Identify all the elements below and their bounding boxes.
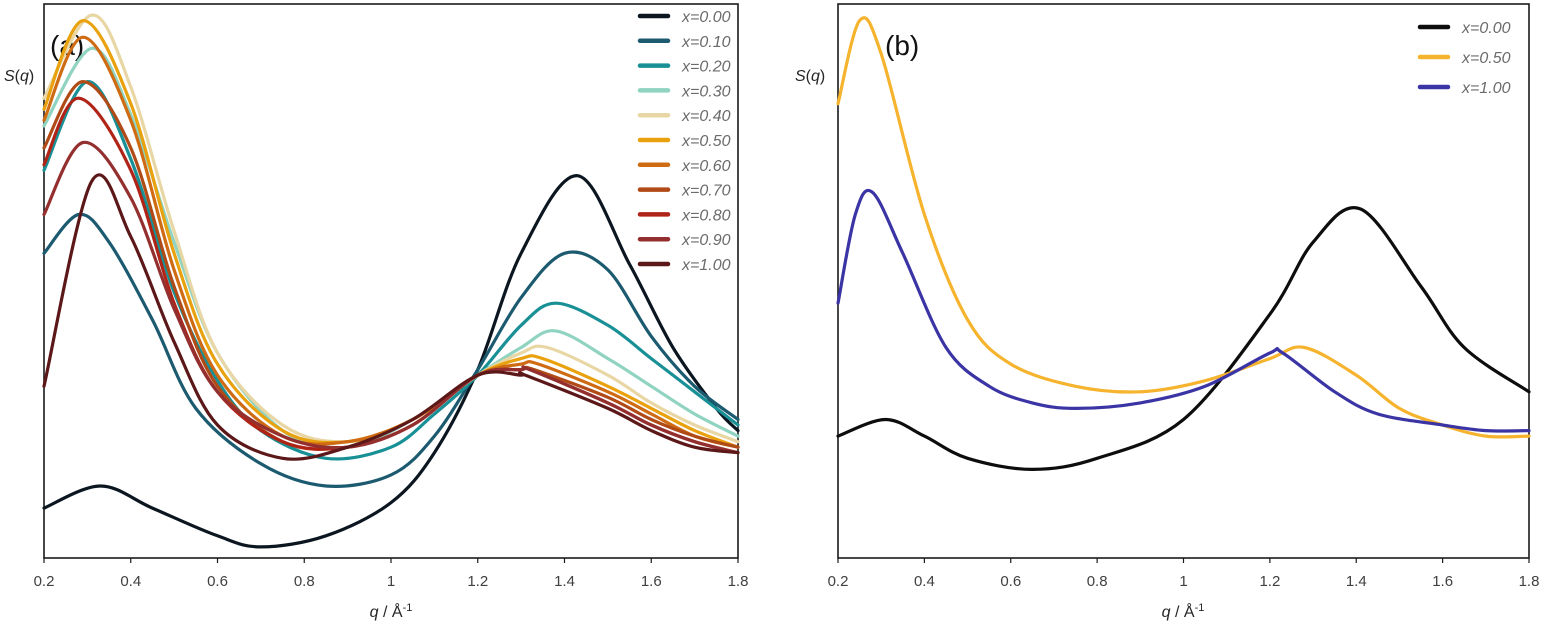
x-tick-label: 0.8	[294, 573, 315, 590]
series-line-x030	[42, 46, 740, 450]
legend-label: x=0.10	[681, 34, 731, 51]
legend-label: x=1.00	[681, 257, 731, 274]
x-tick-label: 0.8	[1087, 573, 1108, 590]
legend-label: x=0.20	[681, 59, 731, 76]
legend: x=0.00 x=0.50 x=1.00	[1417, 20, 1511, 97]
x-tick-label: 1.6	[641, 573, 662, 590]
legend-label: x=0.00	[1461, 20, 1511, 37]
series-line-x060	[42, 35, 740, 449]
legend-label: x=0.00	[681, 9, 731, 26]
chart-panel-a: (a) S(q) q / Å-1 0.2 0.4 0.6 0.8 1 1.2 1.4 1.6 1…	[4, 3, 749, 621]
series-line-x000	[42, 174, 740, 549]
x-axis-label: q / Å-1	[370, 602, 413, 621]
x-tick-label: 0.2	[828, 573, 849, 590]
x-tick-label: 1.6	[1432, 573, 1453, 590]
series-line-x100	[42, 173, 740, 461]
chart-panel-b: (b) S(q) q / Å-1 0.2 0.4 0.6 0.8 1 1.2 1.4 1.6 1…	[795, 3, 1540, 621]
series-line-x090	[42, 140, 740, 455]
x-tick-label: 0.6	[1000, 573, 1021, 590]
legend-label: x=0.70	[681, 183, 731, 200]
legend-label: x=0.40	[681, 108, 731, 125]
x-tick-labels: 0.2 0.4 0.6 0.8 1 1.2 1.4 1.6 1.8	[828, 558, 1540, 590]
x-tick-label: 0.6	[207, 573, 228, 590]
x-tick-label: 0.2	[34, 573, 55, 590]
y-axis-label: S(q)	[4, 68, 34, 85]
x-tick-label: 1.4	[554, 573, 575, 590]
legend-label: x=0.90	[681, 232, 731, 249]
legend-label: x=0.60	[681, 158, 731, 175]
x-axis-label: q / Å-1	[1162, 602, 1205, 621]
legend-label: x=0.50	[1461, 50, 1511, 67]
series-line-x000	[836, 206, 1531, 471]
legend-label: x=0.50	[681, 133, 731, 150]
x-tick-label: 1	[1179, 573, 1187, 590]
x-tick-label: 1.8	[728, 573, 749, 590]
x-tick-label: 1	[387, 573, 395, 590]
x-tick-label: 1.2	[467, 573, 488, 590]
series-line-x020	[42, 80, 740, 461]
series-lines	[836, 16, 1531, 471]
legend-label: x=0.80	[681, 207, 731, 224]
x-tick-label: 1.2	[1259, 573, 1280, 590]
x-tick-label: 1.8	[1519, 573, 1540, 590]
series-lines	[42, 13, 740, 549]
x-tick-label: 0.4	[120, 573, 141, 590]
legend-label: x=1.00	[1461, 80, 1511, 97]
legend-label: x=0.30	[681, 83, 731, 100]
legend: x=0.00 x=0.10 x=0.20 x=0.30 x=0.40 x=0.50 x=0.…	[637, 9, 731, 274]
series-line-x010	[42, 212, 740, 488]
series-line-x100	[836, 188, 1531, 433]
series-line-x040	[42, 13, 740, 444]
series-line-x050	[836, 16, 1531, 439]
x-tick-label: 1.4	[1346, 573, 1367, 590]
panel-label: (b)	[885, 30, 919, 61]
series-line-x050	[42, 19, 740, 449]
y-axis-label: S(q)	[795, 68, 825, 85]
x-tick-labels: 0.2 0.4 0.6 0.8 1 1.2 1.4 1.6 1.8	[34, 558, 749, 590]
x-tick-label: 0.4	[914, 573, 935, 590]
